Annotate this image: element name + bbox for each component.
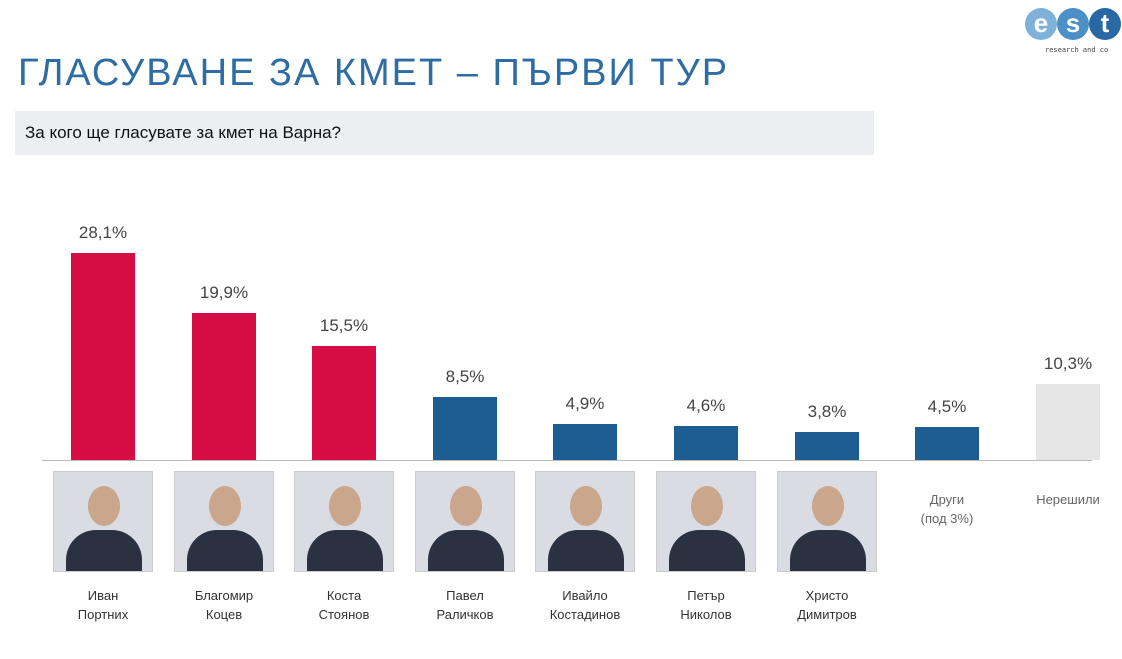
label-line-1: Иван: [87, 588, 119, 603]
label-line-2: Костадинов: [549, 607, 621, 622]
value-label: 4,6%: [686, 396, 726, 416]
value-label: 8,5%: [445, 367, 485, 387]
label-line-2: Портних: [77, 607, 129, 622]
page-title: ГЛАСУВАНЕ ЗА КМЕТ – ПЪРВИ ТУР: [18, 52, 730, 94]
label-line-1: Коста: [326, 588, 362, 603]
category-label: Ивайло Костадинов: [525, 586, 645, 624]
value-label: 4,9%: [565, 393, 605, 413]
candidate-photo: [535, 471, 635, 572]
category-label: Благомир Коцев: [164, 586, 284, 624]
label-line-2: Коцев: [205, 607, 243, 622]
category-label: Коста Стоянов: [284, 586, 404, 624]
bar-1: [192, 313, 256, 460]
label-line-1: Нерешили: [1036, 492, 1100, 507]
label-line-1: Павел: [446, 588, 484, 603]
category-label: Други (под 3%): [887, 490, 1007, 528]
label-line-1: Други: [929, 492, 965, 507]
label-line-1: Ивайло: [562, 588, 608, 603]
bar-8: [1036, 384, 1100, 460]
candidate-photo: [415, 471, 515, 572]
category-label: Павел Раличков: [405, 586, 525, 624]
x-axis-line: [42, 460, 1092, 461]
est-logo: e s t research and co: [1025, 8, 1122, 56]
value-label: 10,3%: [1043, 354, 1093, 374]
label-line-2: Николов: [680, 607, 732, 622]
question-banner: За кого ще гласувате за кмет на Варна?: [15, 111, 874, 155]
bar-6: [795, 432, 859, 460]
candidate-photo: [294, 471, 394, 572]
label-line-1: Петър: [687, 588, 725, 603]
category-label: Петър Николов: [646, 586, 766, 624]
category-label: Иван Портних: [43, 586, 163, 624]
value-label: 19,9%: [199, 283, 249, 303]
candidate-photo: [53, 471, 153, 572]
label-line-1: Благомир: [194, 588, 254, 603]
candidate-photo: [656, 471, 756, 572]
label-line-2: Стоянов: [318, 607, 370, 622]
label-line-2: Раличков: [436, 607, 494, 622]
candidate-photo: [174, 471, 274, 572]
candidate-photo: [777, 471, 877, 572]
value-label: 28,1%: [78, 223, 128, 242]
bar-5: [674, 426, 738, 460]
label-line-2: Димитров: [797, 607, 857, 622]
value-label: 15,5%: [319, 315, 369, 335]
bar-4: [553, 423, 617, 460]
category-label: Нерешили: [1008, 490, 1122, 509]
category-label: Христо Димитров: [767, 586, 887, 624]
bar-2: [312, 345, 376, 460]
label-line-1: Христо: [805, 588, 849, 603]
bar-0: [71, 253, 135, 460]
value-label: 3,8%: [807, 402, 847, 421]
logo-tagline: research and co: [1045, 46, 1109, 54]
bar-7: [915, 426, 979, 460]
label-line-2: (под 3%): [920, 511, 974, 526]
bar-3: [433, 397, 497, 460]
value-label: 4,5%: [927, 396, 967, 416]
